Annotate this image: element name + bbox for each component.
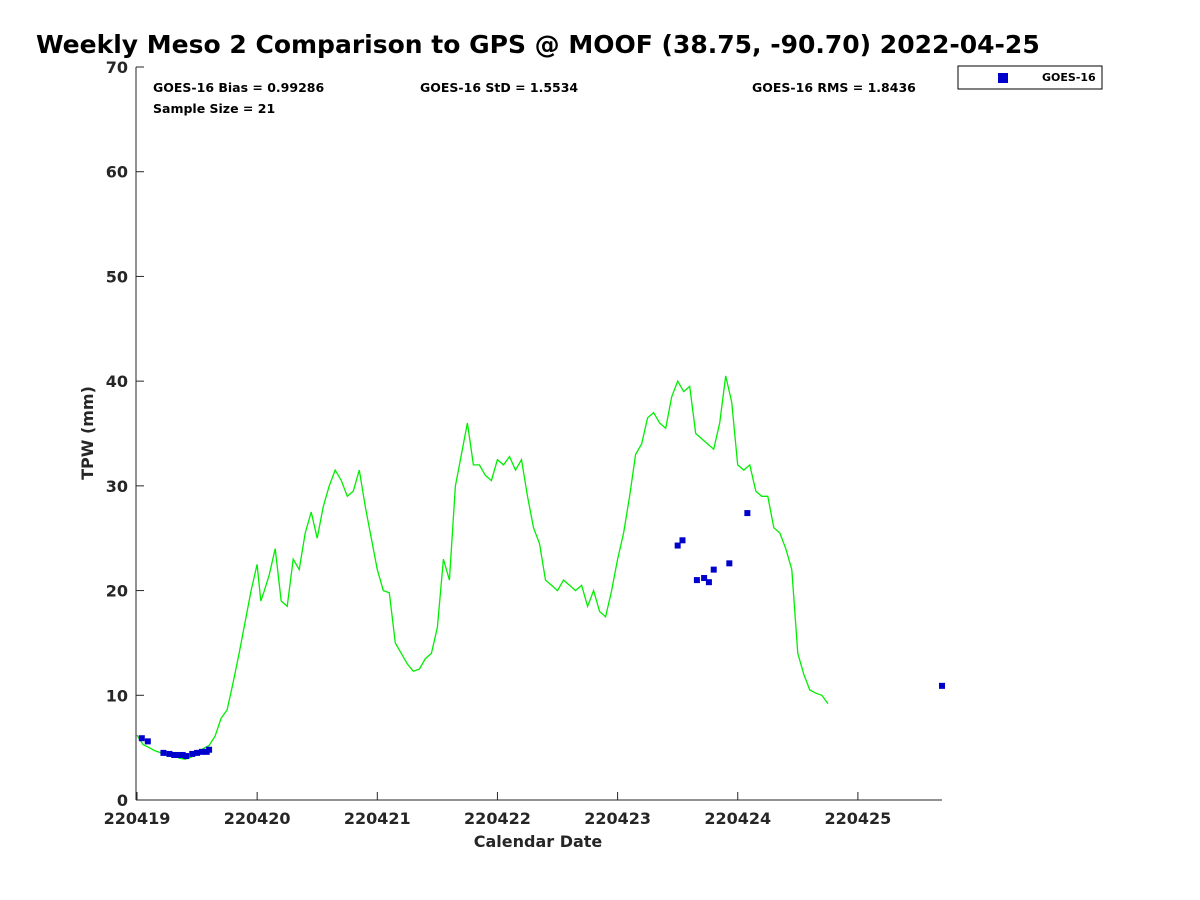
y-tick-label: 50 [106, 267, 128, 286]
legend-box [957, 65, 1103, 90]
goes-point [194, 749, 201, 756]
goes-point [206, 746, 213, 753]
gps-series-line [136, 375, 829, 760]
y-tick-label: 10 [106, 686, 128, 705]
goes-point [693, 577, 700, 584]
x-tick-label: 220422 [464, 809, 531, 828]
goes-point [674, 542, 681, 549]
x-tick-label: 220419 [104, 809, 171, 828]
std-stat: GOES-16 StD = 1.5534 [420, 80, 578, 95]
x-tick-label: 220424 [704, 809, 771, 828]
goes-point [705, 579, 712, 586]
x-tick-label: 220421 [344, 809, 411, 828]
chart-title: Weekly Meso 2 Comparison to GPS @ MOOF (… [36, 30, 1040, 59]
legend: GOES-16 [957, 65, 1103, 90]
goes-point [726, 560, 733, 567]
y-tick-label: 60 [106, 163, 128, 182]
goes-point [174, 751, 181, 758]
x-tick-label: 220423 [584, 809, 651, 828]
y-tick-label: 70 [106, 58, 128, 77]
goes-point [744, 510, 751, 517]
legend-marker-goes [998, 73, 1008, 83]
legend-label-goes: GOES-16 [1042, 71, 1096, 84]
x-tick-label: 220420 [224, 809, 291, 828]
goes-point [166, 750, 173, 757]
goes-point [171, 751, 178, 758]
y-tick-label: 30 [106, 477, 128, 496]
goes-point [939, 682, 945, 689]
goes-point [138, 735, 145, 742]
y-tick-label: 20 [106, 582, 128, 601]
goes-point [701, 575, 708, 582]
goes-point [189, 750, 196, 757]
y-tick-label: 40 [106, 372, 128, 391]
goes-point [183, 753, 190, 760]
goes-point [160, 749, 167, 756]
plot-area [136, 67, 942, 799]
bias-stat: GOES-16 Bias = 0.99286 [153, 80, 324, 95]
sample-size-stat: Sample Size = 21 [153, 101, 275, 116]
y-tick-label: 0 [117, 791, 128, 810]
goes-point [679, 537, 686, 544]
goes-point [179, 751, 186, 758]
goes-point [710, 566, 717, 573]
goes-point [198, 748, 205, 755]
x-tick-label: 220425 [824, 809, 891, 828]
rms-stat: GOES-16 RMS = 1.8436 [752, 80, 916, 95]
goes-point [144, 738, 151, 745]
x-axis-label: Calendar Date [474, 832, 603, 851]
y-axis-label: TPW (mm) [78, 386, 97, 480]
